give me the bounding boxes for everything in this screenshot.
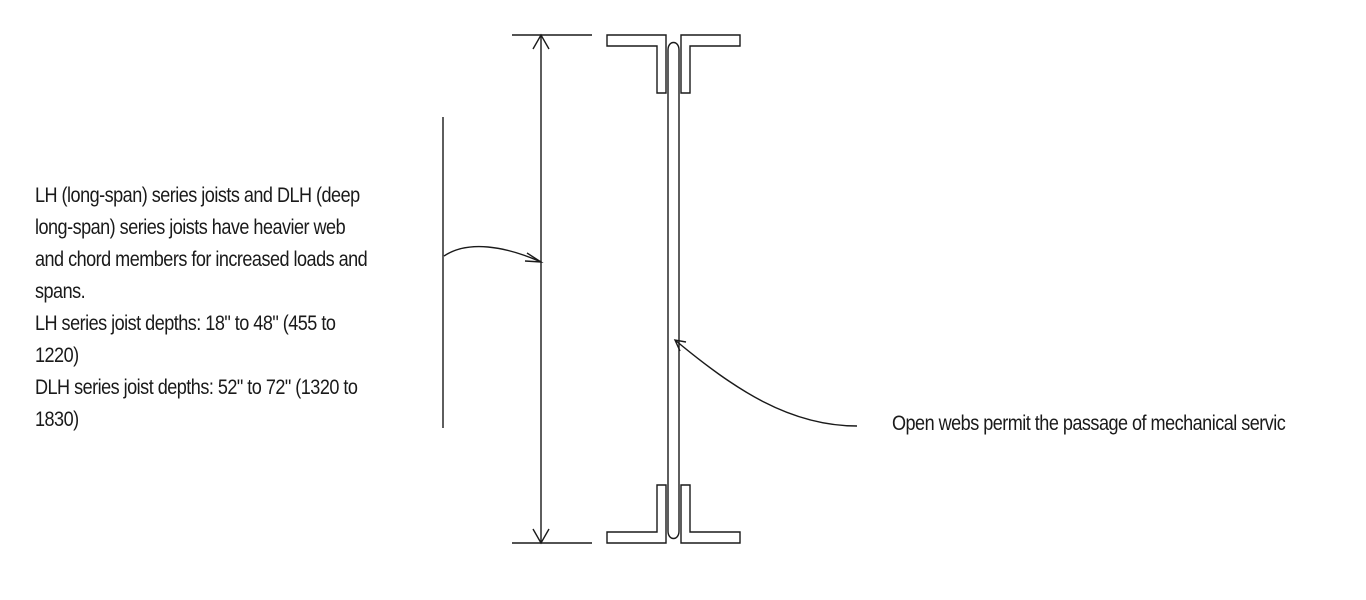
annotation-line: spans. bbox=[35, 280, 86, 303]
joist-series-annotation: LH (long-span) series joists and DLH (de… bbox=[35, 180, 444, 436]
right-leader-arrow-icon bbox=[673, 339, 687, 352]
bottom-chord-web-curl bbox=[667, 530, 680, 540]
top-chord bbox=[606, 34, 741, 94]
right-leader bbox=[673, 339, 858, 427]
top-chord-web-curl bbox=[667, 41, 680, 51]
annotation-line: 1830) bbox=[35, 408, 79, 431]
left-leader-arrow-icon bbox=[524, 252, 544, 263]
annotation-line: LH (long-span) series joists and DLH (de… bbox=[35, 184, 360, 207]
bottom-chord-right-angle bbox=[680, 484, 741, 544]
depth-dimension bbox=[512, 33, 592, 545]
top-chord-left-angle bbox=[606, 34, 667, 94]
right-leader-curve bbox=[674, 339, 858, 427]
web-member bbox=[667, 50, 680, 531]
bottom-chord-left-angle bbox=[606, 484, 667, 544]
left-leader-curve bbox=[443, 245, 542, 263]
annotation-line: DLH series joist depths: 52" to 72" (132… bbox=[35, 376, 358, 399]
annotation-line: LH series joist depths: 18" to 48" (455 … bbox=[35, 312, 336, 335]
bottom-chord bbox=[606, 484, 741, 544]
annotation-line: 1220) bbox=[35, 344, 79, 367]
annotation-line: long-span) series joists have heavier we… bbox=[35, 216, 346, 239]
top-chord-right-angle bbox=[680, 34, 741, 94]
left-leader bbox=[443, 245, 544, 263]
open-webs-annotation: Open webs permit the passage of mechanic… bbox=[892, 412, 1286, 435]
dimension-arrow-down-icon bbox=[532, 528, 550, 545]
annotation-line: and chord members for increased loads an… bbox=[35, 248, 368, 271]
dimension-arrow-up-icon bbox=[532, 33, 550, 50]
